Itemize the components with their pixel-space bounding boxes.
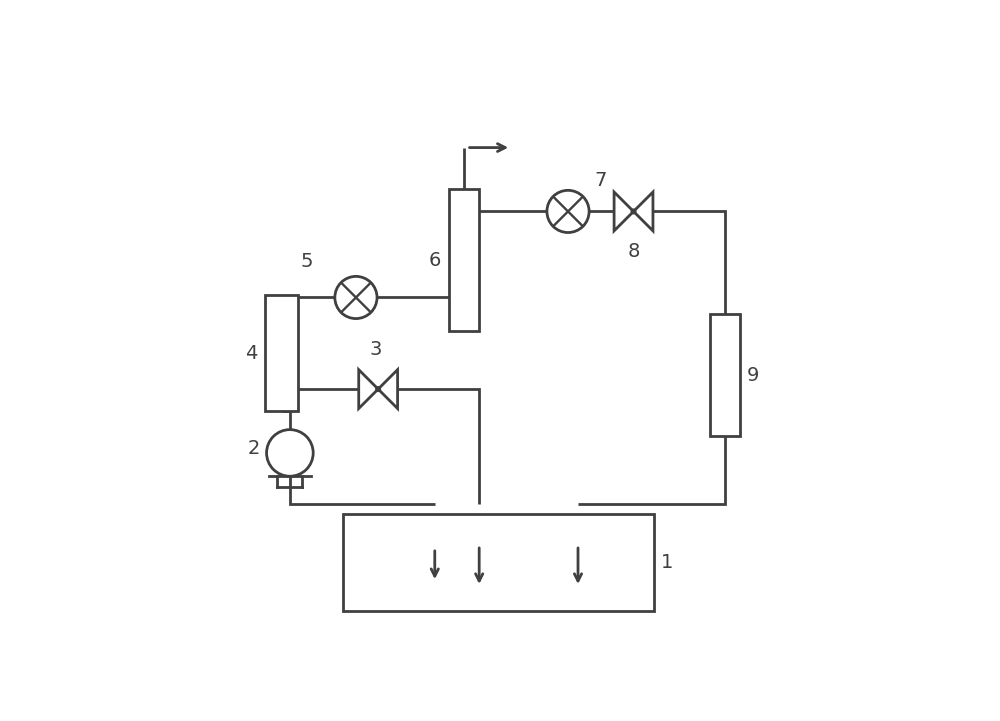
Text: 4: 4	[245, 343, 258, 363]
Circle shape	[335, 276, 377, 319]
Text: 7: 7	[595, 172, 607, 190]
Circle shape	[547, 190, 589, 233]
Circle shape	[631, 209, 636, 213]
Bar	[710, 314, 740, 436]
Polygon shape	[378, 370, 398, 409]
Text: 6: 6	[429, 250, 441, 270]
Bar	[343, 514, 654, 611]
Text: 9: 9	[747, 366, 759, 385]
Bar	[449, 189, 479, 331]
Polygon shape	[359, 370, 378, 409]
Text: 5: 5	[300, 252, 313, 271]
Text: 8: 8	[627, 242, 640, 261]
Text: 1: 1	[661, 553, 673, 572]
Text: 2: 2	[248, 439, 260, 458]
Text: 3: 3	[369, 340, 382, 358]
Circle shape	[376, 386, 380, 392]
Polygon shape	[634, 192, 653, 231]
Bar	[265, 295, 298, 411]
Polygon shape	[614, 192, 634, 231]
Circle shape	[267, 430, 313, 477]
